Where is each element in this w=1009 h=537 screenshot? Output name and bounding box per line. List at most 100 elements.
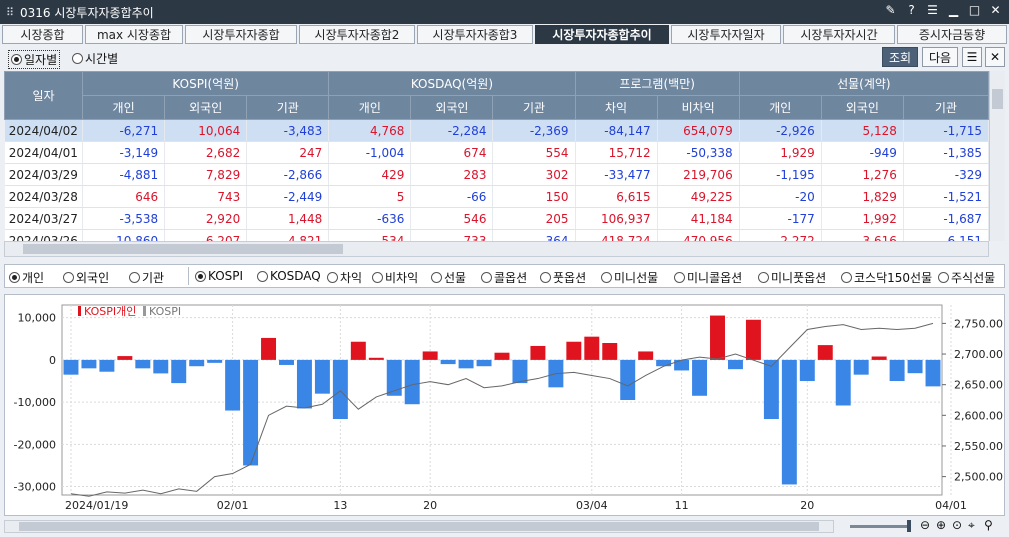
table-row[interactable]: 2024/03/29 -4,881 7,829 -2,866 429 283 302 -33,… xyxy=(4,163,990,186)
value-cell: 554 xyxy=(492,141,576,164)
bar xyxy=(225,359,241,411)
table-row[interactable]: 2024/04/02 -6,271 10,064 -3,483 4,768 -2,284-… xyxy=(4,119,990,142)
tab-6[interactable]: 시장투자자일자 xyxy=(671,25,781,44)
legend-swatch-bars xyxy=(78,306,81,316)
tab-7[interactable]: 시장투자자시간 xyxy=(783,25,895,44)
minimize-icon[interactable]: ▁ xyxy=(948,3,959,17)
subheader-0[interactable]: 개인 xyxy=(82,95,166,120)
zoom-in-icon[interactable]: ⊕ xyxy=(936,518,947,532)
bar xyxy=(207,359,223,363)
market-radio-1[interactable]: KOSDAQ xyxy=(257,269,321,283)
value-cell: 302 xyxy=(492,163,576,186)
market-radio-0[interactable]: KOSPI xyxy=(195,269,243,283)
radio-circle xyxy=(674,272,685,283)
tab-1[interactable]: max 시장종합 xyxy=(85,25,183,44)
investor-radio-0[interactable]: 개인 xyxy=(9,269,44,286)
chart-tool-icon[interactable]: ⚲ xyxy=(984,518,993,532)
market-radio-2[interactable]: 차익 xyxy=(327,269,362,286)
mode-hourly-radio[interactable]: 시간별 xyxy=(72,50,118,67)
mode-daily-radio[interactable]: 일자별 xyxy=(8,50,61,69)
scroll-thumb[interactable] xyxy=(19,522,819,531)
subheader-2[interactable]: 기관 xyxy=(246,95,330,120)
bar xyxy=(566,341,582,360)
subheader-1[interactable]: 외국인 xyxy=(164,95,248,120)
group-header-kospi: KOSPI(억원) xyxy=(82,71,330,96)
zoom-slider-handle[interactable] xyxy=(907,520,911,532)
settings-icon[interactable]: ☰ xyxy=(927,3,938,17)
table-row[interactable]: 2024/04/01 -3,149 2,682 247 -1,004 674 554 15,7… xyxy=(4,141,990,164)
investor-radio-2[interactable]: 기관 xyxy=(129,269,164,286)
scroll-thumb[interactable] xyxy=(23,244,343,254)
bar xyxy=(602,343,618,360)
subheader-6[interactable]: 차익 xyxy=(574,95,658,120)
market-radio-6[interactable]: 풋옵션 xyxy=(540,269,586,286)
tab-4[interactable]: 시장투자자종합3 xyxy=(417,25,533,44)
subheader-7[interactable]: 비차익 xyxy=(656,95,740,120)
bar xyxy=(871,356,887,360)
market-radio-4[interactable]: 선물 xyxy=(431,269,466,286)
crosshair-icon[interactable]: ⌖ xyxy=(968,518,975,532)
subheader-8[interactable]: 개인 xyxy=(738,95,822,120)
maximize-icon[interactable]: □ xyxy=(968,3,981,17)
legend-swatch-line xyxy=(143,306,146,316)
list-icon[interactable]: ☰ xyxy=(962,47,982,67)
tab-8[interactable]: 증시자금동향 xyxy=(897,25,1007,44)
market-radio-9[interactable]: 미니풋옵션 xyxy=(758,269,826,286)
menu-grip-icon[interactable]: ⠿ xyxy=(5,5,15,19)
market-radio-8[interactable]: 미니콜옵션 xyxy=(674,269,742,286)
radio-circle xyxy=(11,54,22,65)
scroll-thumb[interactable] xyxy=(992,89,1003,109)
chart-scrollbar[interactable] xyxy=(4,520,834,533)
value-cell: -33,477 xyxy=(575,163,658,186)
group-header-kosdaq: KOSDAQ(억원) xyxy=(328,71,576,96)
market-radio-11[interactable]: 주식선물 xyxy=(938,269,995,286)
close-icon[interactable]: ✕ xyxy=(990,3,1001,17)
subheader-9[interactable]: 외국인 xyxy=(820,95,904,120)
market-radio-5[interactable]: 콜옵션 xyxy=(481,269,527,286)
query-button[interactable]: 조회 xyxy=(882,47,918,67)
close-panel-icon[interactable]: ✕ xyxy=(985,47,1005,67)
radio-circle xyxy=(72,53,83,64)
x-tick-label: 13 xyxy=(333,499,347,512)
bar xyxy=(440,359,456,365)
tab-3[interactable]: 시장투자자종합2 xyxy=(299,25,415,44)
value-cell: 5,128 xyxy=(821,119,904,142)
table-vertical-scrollbar[interactable] xyxy=(989,71,1005,241)
radio-circle xyxy=(601,272,612,283)
legend-label-line: KOSPI xyxy=(149,305,181,318)
bar xyxy=(692,359,708,396)
investor-radio-1-label: 외국인 xyxy=(76,271,110,285)
market-radio-3[interactable]: 비차익 xyxy=(372,269,418,286)
market-radio-6-label: 풋옵션 xyxy=(553,271,587,285)
x-tick-label: 11 xyxy=(675,499,689,512)
table-row[interactable]: 2024/03/27 -3,538 2,920 1,448 -636 546 205 106,… xyxy=(4,207,990,230)
date-header[interactable]: 일자 xyxy=(3,71,84,120)
subheader-4[interactable]: 외국인 xyxy=(410,95,494,120)
zoom-out-icon[interactable]: ⊖ xyxy=(920,518,931,532)
help-icon[interactable]: ? xyxy=(908,3,915,17)
tab-5[interactable]: 시장투자자종합추이 xyxy=(535,25,669,44)
zoom-reset-icon[interactable]: ⊙ xyxy=(952,518,963,532)
radio-circle xyxy=(540,272,551,283)
bar xyxy=(81,359,97,369)
subheader-10[interactable]: 기관 xyxy=(902,95,990,120)
y-left-tick-label: -10,000 xyxy=(14,396,56,409)
pin-icon[interactable]: ✎ xyxy=(885,3,896,17)
market-radio-10[interactable]: 코스닥150선물 xyxy=(841,269,932,286)
tab-0[interactable]: 시장종합 xyxy=(2,25,83,44)
table-row[interactable]: 2024/03/28 646 743 -2,449 5 -66 150 6,615 49,225… xyxy=(4,185,990,208)
table-horizontal-scrollbar[interactable] xyxy=(4,241,989,257)
tab-2[interactable]: 시장투자자종합 xyxy=(185,25,297,44)
value-cell: -2,866 xyxy=(246,163,330,186)
next-button[interactable]: 다음 xyxy=(922,47,958,67)
value-cell: -2,926 xyxy=(739,119,822,142)
toolbar: 일자별 시간별 조회 다음 ☰ ✕ xyxy=(2,46,1007,70)
subheader-5[interactable]: 기관 xyxy=(492,95,576,120)
y-right-tick-label: 2,700.00 xyxy=(954,348,1003,361)
bar xyxy=(476,359,492,367)
investor-radio-1[interactable]: 외국인 xyxy=(63,269,109,286)
zoom-slider[interactable] xyxy=(850,525,910,528)
bar xyxy=(584,336,600,360)
subheader-3[interactable]: 개인 xyxy=(328,95,412,120)
market-radio-7[interactable]: 미니선물 xyxy=(601,269,658,286)
